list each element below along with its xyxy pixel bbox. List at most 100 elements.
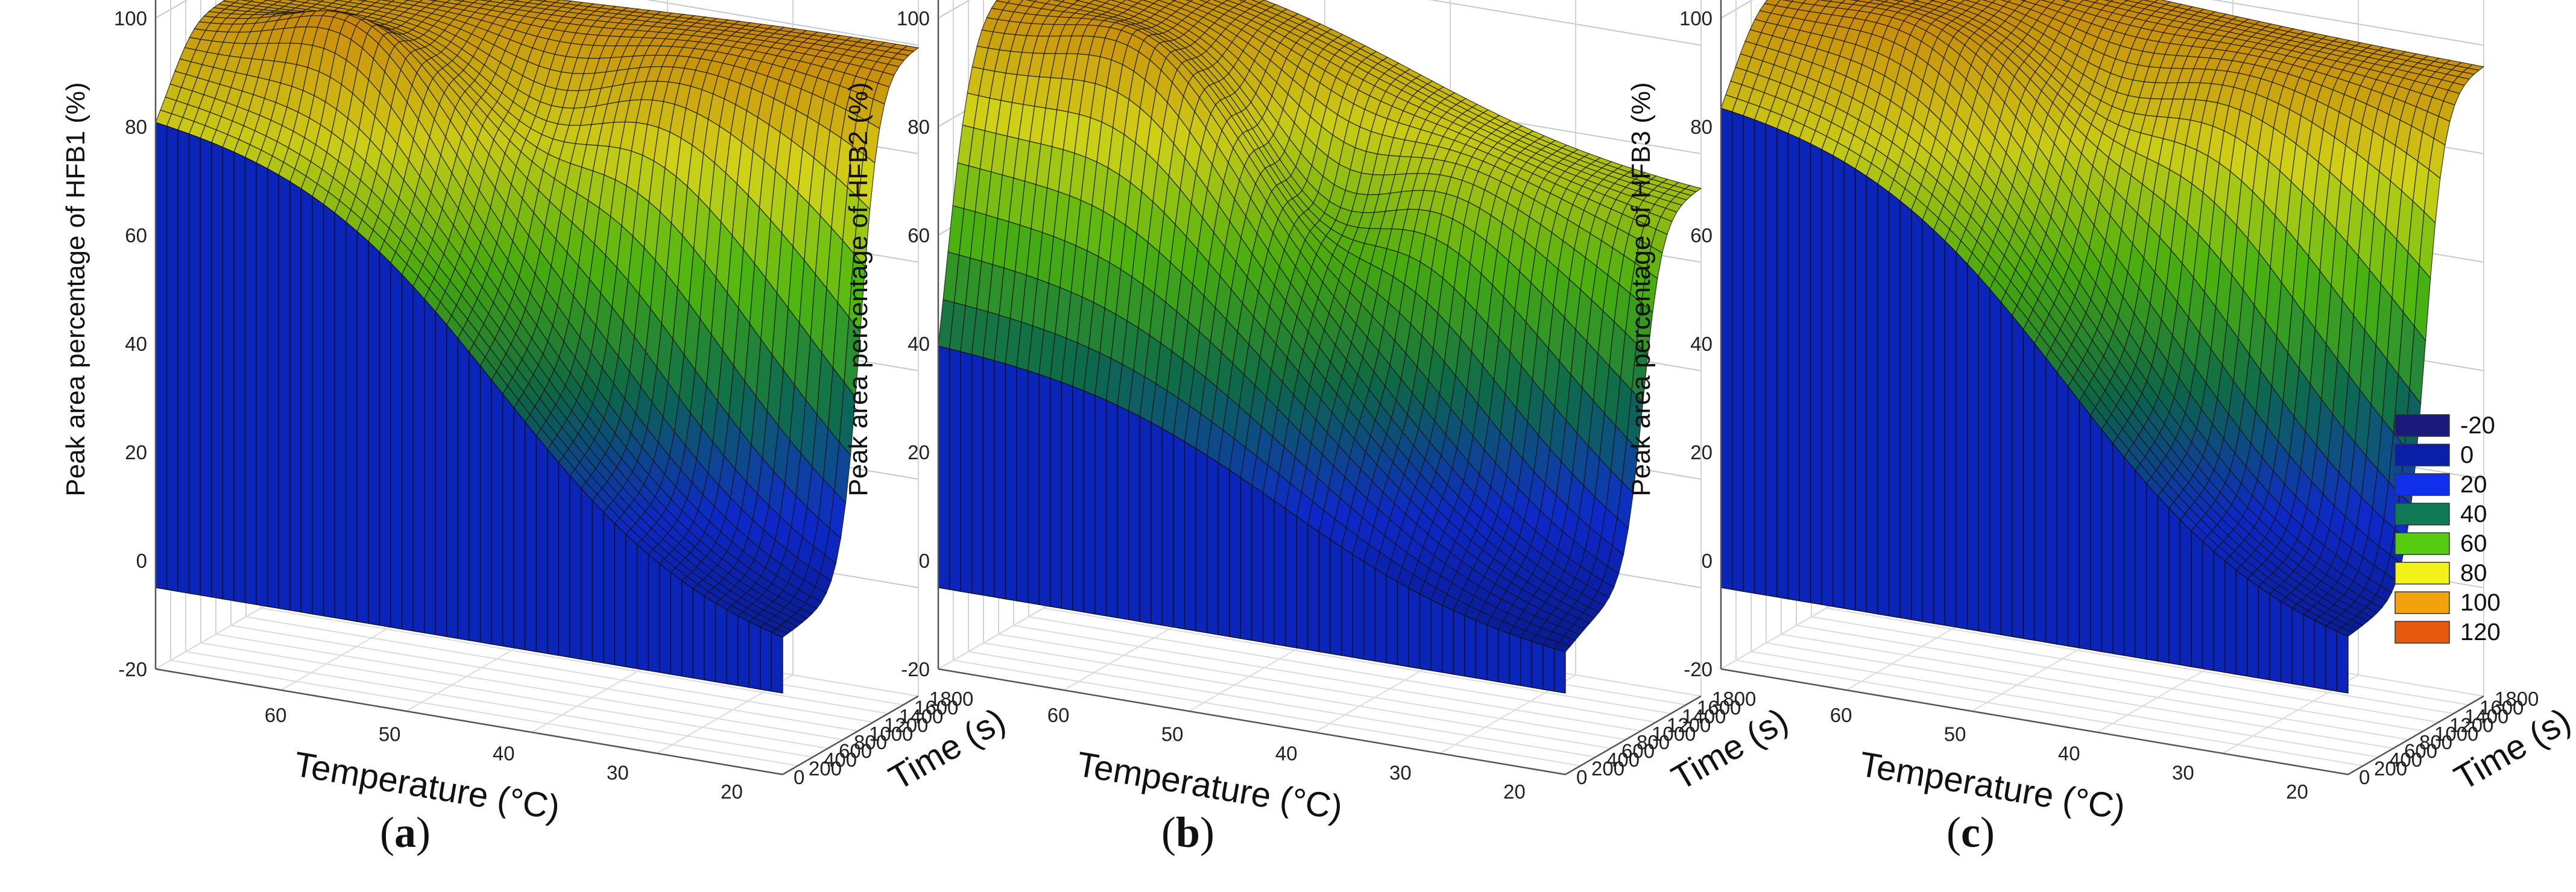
surface-skirt (949, 348, 961, 592)
z-tick: 40 (908, 333, 930, 355)
surface-skirt (1386, 574, 1398, 665)
panel-label: (b) (1161, 808, 1214, 856)
surface-skirt (960, 351, 973, 594)
grid-line (155, 0, 188, 19)
temperature-tick: 30 (1389, 761, 1412, 784)
surface-skirt (692, 588, 705, 680)
surface-skirt (211, 142, 224, 600)
surface-skirt (569, 474, 582, 660)
surface-skirt (1408, 587, 1421, 670)
surface-skirt (715, 602, 727, 685)
surface-skirt (312, 195, 324, 617)
z-axis-ticks: -20 0 20 40 60 80 100 120 (114, 7, 147, 680)
surface-plot (1720, 0, 2485, 694)
surface-plot (938, 0, 1702, 694)
surface-skirt (726, 609, 739, 686)
surface-skirt (334, 212, 347, 620)
surface-skirt (592, 499, 604, 664)
surface-skirt (648, 553, 660, 673)
grid-line (938, 668, 1566, 776)
surface-skirt (1217, 462, 1230, 638)
surface-skirt (200, 137, 212, 598)
temperature-tick: 20 (1503, 780, 1526, 803)
z-axis-ticks: -20 0 20 40 60 80 100 120 (897, 7, 930, 680)
surface-skirt (244, 156, 257, 605)
surface-skirt (1207, 454, 1219, 635)
surface-skirt (771, 632, 783, 694)
grid-line (646, 0, 919, 46)
surface-skirt (994, 360, 1006, 600)
surface-skirt (278, 174, 291, 611)
surface-skirt (1151, 421, 1163, 626)
temperature-tick: 60 (265, 704, 287, 726)
temperature-tick: 40 (493, 742, 515, 764)
surface-skirt (1352, 553, 1365, 660)
surface-skirt (469, 351, 481, 643)
surface-skirt (233, 151, 246, 603)
surface-skirt (1061, 382, 1073, 611)
surface-skirt (1038, 374, 1051, 608)
surface-skirt (1318, 531, 1331, 655)
surface-skirt (412, 285, 425, 633)
surface-skirt (1262, 492, 1275, 645)
surface-skirt (670, 571, 683, 677)
grid-line (245, 616, 874, 723)
surface-skirt (1016, 366, 1029, 603)
surface-skirt (760, 626, 772, 692)
z-tick: 60 (125, 224, 147, 247)
z-tick: 80 (908, 116, 930, 138)
surface-skirt (1139, 415, 1152, 624)
time-tick: 0 (1576, 766, 1587, 788)
surface-plot (155, 0, 920, 694)
grid-line (260, 607, 889, 714)
surface-skirt (603, 511, 616, 665)
panel-label-close: ) (1200, 808, 1214, 856)
surface-skirt (1363, 561, 1375, 662)
temperature-tick: 60 (1047, 704, 1070, 726)
surface-skirt (1374, 568, 1387, 664)
surface-skirt (938, 345, 950, 590)
surface-skirt (1050, 377, 1062, 609)
z-tick: 100 (897, 7, 930, 30)
surface-skirt (435, 310, 447, 638)
surface-skirt (737, 615, 750, 688)
surface-skirt (1397, 581, 1409, 668)
z-tick: 80 (125, 116, 147, 138)
surface-skirt (1229, 469, 1242, 639)
surface-skirt (1542, 644, 1555, 692)
surface-skirt (1330, 539, 1342, 656)
surface-skirt (390, 262, 403, 630)
surface-skirt (748, 621, 761, 690)
surface-skirt (1453, 609, 1465, 677)
panel-label-open: ( (380, 808, 394, 856)
z-tick: 0 (919, 550, 930, 572)
surface-skirt (636, 544, 649, 671)
surface-skirt (1419, 593, 1432, 671)
surface-skirt (1005, 363, 1017, 601)
surface-skirt (189, 133, 201, 596)
surface-skirt (1251, 484, 1264, 643)
surface-skirt (323, 203, 335, 618)
panel-label-letter: b (1176, 808, 1200, 856)
surface-skirt (1531, 641, 1544, 690)
z-tick: 0 (136, 550, 147, 572)
surface-skirt (1509, 633, 1521, 686)
surface-skirt (1161, 427, 1174, 628)
z-tick: -20 (901, 658, 930, 680)
surface-skirt (368, 240, 380, 626)
surface-skirt (446, 324, 459, 639)
surface-skirt (525, 421, 537, 653)
surface-skirt (1296, 515, 1309, 650)
surface-skirt (222, 146, 235, 601)
surface-skirt (256, 162, 268, 608)
surface-skirt (558, 461, 570, 658)
surface-skirt (681, 580, 694, 679)
surface-skirt (491, 378, 504, 647)
surface-skirt (346, 221, 358, 623)
z-axis-label: Peak area percentage of HFB2 (%) (844, 82, 873, 496)
surface-skirt (177, 129, 190, 594)
panel-label: (a) (380, 808, 431, 856)
surface-skirt (1184, 441, 1196, 632)
z-tick: 20 (125, 441, 147, 463)
surface-skirt (1475, 620, 1488, 680)
